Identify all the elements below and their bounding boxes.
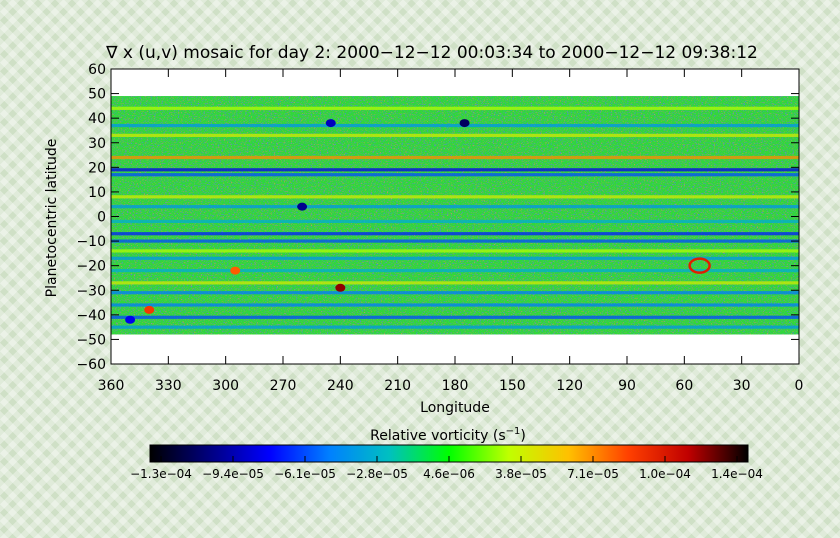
y-tick-label: 60 — [88, 62, 106, 78]
heatmap-texture-warm — [111, 96, 799, 335]
x-tick-label: 150 — [499, 378, 526, 394]
colorbar-label-exponent: −1 — [506, 426, 521, 437]
latitude-band — [111, 123, 799, 128]
x-tick-label: 360 — [98, 378, 125, 394]
latitude-band — [111, 249, 799, 253]
y-tick-label: −60 — [76, 357, 106, 373]
y-tick-label: 20 — [88, 160, 106, 176]
x-tick-label: 90 — [618, 378, 636, 394]
latitude-band — [111, 291, 799, 295]
y-tick-label: −50 — [76, 332, 106, 348]
y-tick-label: 30 — [88, 136, 106, 152]
x-tick-label: 270 — [270, 378, 297, 394]
latitude-band — [111, 106, 799, 110]
latitude-band — [111, 168, 799, 172]
vortex-feature — [688, 257, 711, 274]
x-tick-label: 0 — [795, 378, 804, 394]
colorbar-tick-label: −9.4e−05 — [202, 467, 264, 481]
colorbar-tick-label: 7.1e−05 — [567, 467, 619, 481]
y-tick-label: −40 — [76, 308, 106, 324]
y-tick-label: 50 — [88, 87, 106, 103]
colorbar-tick-label: −6.1e−05 — [274, 467, 336, 481]
colorbar-label: Relative vorticity (s−1) — [370, 426, 526, 444]
x-tick-label: 120 — [556, 378, 583, 394]
colorbar-ticks: −1.3e−04 −9.4e−05 −6.1e−05 −2.8e−05 4.6e−06 3… — [130, 456, 763, 481]
colorbar-tick-label: 1.0e−04 — [639, 467, 691, 481]
latitude-band — [111, 232, 799, 236]
latitude-band — [111, 315, 799, 319]
latitude-band — [111, 205, 799, 209]
y-tick-label: 10 — [88, 185, 106, 201]
x-axis-ticks: 360 330 300 270 240 210 180 150 120 90 60 30 0 — [98, 69, 804, 394]
heatmap-layer — [111, 96, 799, 335]
vortex-feature — [230, 266, 241, 275]
colorbar-tick-label: 3.8e−05 — [495, 467, 547, 481]
latitude-band — [111, 133, 799, 137]
latitude-band — [111, 268, 799, 273]
colorbar-tick-label: −1.3e−04 — [130, 467, 192, 481]
latitude-band — [111, 303, 799, 307]
colorbar-label-close: ) — [520, 428, 525, 444]
vortex-feature — [335, 283, 346, 292]
vortex-feature — [459, 119, 470, 128]
x-tick-label: 330 — [155, 378, 182, 394]
latitude-band — [111, 239, 799, 243]
vortex-feature — [125, 315, 136, 324]
latitude-band — [111, 219, 799, 224]
x-axis-label: Longitude — [420, 400, 490, 416]
y-tick-label: 0 — [97, 210, 106, 226]
latitude-band — [111, 173, 799, 177]
y-tick-label: −10 — [76, 234, 106, 250]
vortex-feature — [297, 202, 308, 211]
y-tick-label: 40 — [88, 111, 106, 127]
colorbar-tick-label: 4.6e−06 — [423, 467, 475, 481]
latitude-band — [111, 325, 799, 329]
y-tick-label: −20 — [76, 259, 106, 275]
x-tick-label: 180 — [442, 378, 469, 394]
x-tick-label: 60 — [675, 378, 693, 394]
x-tick-label: 240 — [327, 378, 354, 394]
colorbar-tick-label: −2.8e−05 — [346, 467, 408, 481]
latitude-band — [111, 155, 799, 160]
latitude-band — [111, 256, 799, 260]
x-tick-label: 210 — [384, 378, 411, 394]
colorbar-label-text: Relative vorticity (s — [370, 428, 505, 444]
latitude-band — [111, 195, 799, 199]
x-tick-label: 300 — [212, 378, 239, 394]
y-axis-ticks: 60 50 40 30 20 10 0 −10 −20 −30 −40 −50 −60 — [76, 62, 799, 373]
colorbar-tick-label: 1.4e−04 — [711, 467, 763, 481]
y-tick-label: −30 — [76, 283, 106, 299]
latitude-band — [111, 281, 799, 285]
vortex-feature — [325, 119, 336, 128]
x-tick-label: 30 — [733, 378, 751, 394]
vortex-feature — [144, 305, 155, 314]
y-axis-label: Planetocentric latitude — [44, 139, 60, 298]
chart-title: ∇ x (u,v) mosaic for day 2: 2000−12−12 0… — [105, 43, 758, 63]
